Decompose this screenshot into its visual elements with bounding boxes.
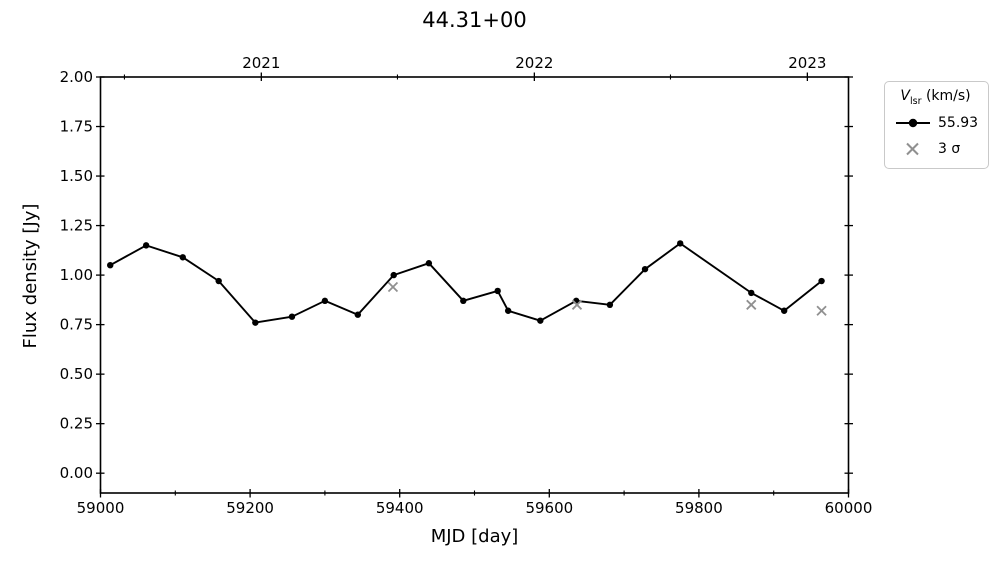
legend-title-unit: (km/s) [921,88,971,104]
data-point-marker [321,297,329,305]
legend-label-velocity: 55.93 [938,115,979,132]
x-marker-icon [906,143,919,156]
sigma-x-marker [816,305,827,316]
line-circle-marker-icon [896,119,930,128]
legend: Vlsr (km/s) 55.93 3 σ [884,81,990,170]
x-tick-label: 59600 [525,499,573,517]
axes-frame [99,76,850,494]
year-tick-label: 2021 [242,54,280,72]
y-tick-label: 2.00 [60,68,93,86]
sigma-x-marker [571,299,583,310]
x-tick-label: 60000 [825,499,873,517]
data-point-marker [215,277,222,285]
data-point-marker [142,242,150,249]
data-point-marker [606,301,614,309]
data-point-marker [390,271,397,279]
legend-title-subscript: lsr [910,95,922,107]
y-tick-label: 0.25 [60,415,93,433]
data-point-marker [425,260,433,267]
x-tick-label: 59400 [376,499,424,517]
y-axis-label: Flux density [Jy] [20,203,41,349]
y-tick-label: 0.75 [60,316,93,334]
legend-title: Vlsr (km/s) [893,87,978,110]
sigma-x-marker [746,299,757,310]
data-point-marker [818,277,825,285]
data-point-marker [179,254,186,261]
data-point-marker [460,297,467,305]
x-tick-label: 59000 [77,499,125,517]
legend-title-variable: V [900,88,910,104]
legend-entry-sigma: 3 σ [893,136,978,162]
data-point-marker [354,311,362,318]
legend-entry-series: 55.93 [893,110,978,136]
data-point-marker [677,240,684,247]
data-point-marker [252,319,259,326]
data-point-marker [780,307,788,314]
sigma-x-marker [387,281,399,293]
data-point-marker [494,287,501,295]
data-point-marker [641,265,649,273]
chart-title: 44.31+00 [422,8,527,32]
y-tick-label: 1.75 [60,118,93,136]
x-tick-label: 59800 [675,499,723,517]
y-tick-label: 0.00 [60,464,93,482]
y-tick-label: 1.50 [60,167,93,185]
legend-label-sigma: 3 σ [938,141,961,158]
y-tick-label: 1.00 [60,266,93,284]
y-tick-label: 0.50 [60,365,93,383]
x-tick-label: 59200 [226,499,274,517]
year-tick-label: 2022 [515,54,553,72]
data-point-marker [288,313,296,320]
data-point-marker [537,317,544,324]
data-point-marker [107,261,114,269]
data-point-marker [504,307,512,314]
y-tick-label: 1.25 [60,217,93,235]
data-point-marker [748,289,755,297]
year-tick-label: 2023 [788,54,826,72]
x-axis-label: MJD [day] [430,526,519,547]
